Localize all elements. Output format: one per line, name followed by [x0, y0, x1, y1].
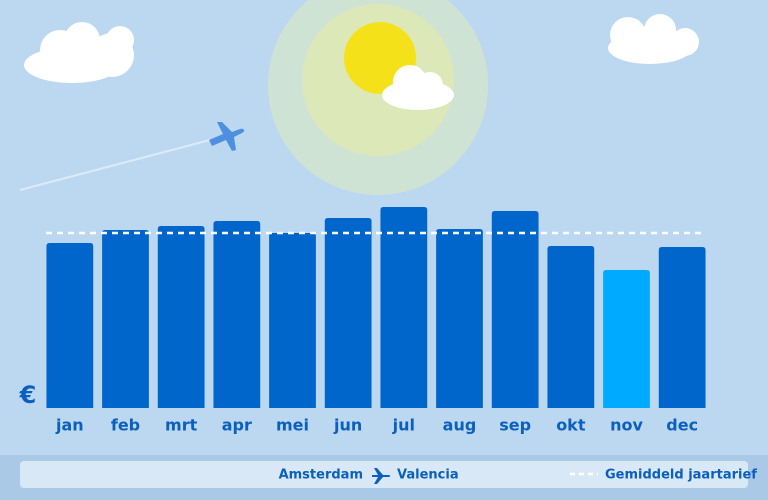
bar — [491, 211, 539, 408]
bar — [547, 246, 595, 408]
bar — [324, 218, 372, 408]
x-tick-label: jun — [333, 416, 362, 435]
bar — [658, 247, 706, 408]
x-tick-label: okt — [556, 416, 586, 435]
bar — [436, 229, 483, 408]
route-to: Valencia — [397, 468, 459, 483]
plane-icon — [209, 122, 245, 151]
x-tick-label: feb — [111, 416, 140, 435]
bar — [269, 233, 316, 408]
bar — [213, 221, 261, 408]
cloud — [24, 14, 699, 110]
sun — [268, 0, 488, 195]
bar — [46, 243, 94, 408]
x-tick-label: apr — [222, 416, 252, 435]
x-tick-label: mrt — [165, 416, 198, 435]
x-tick-label: mei — [276, 416, 309, 435]
bar — [157, 226, 205, 408]
legend-box — [20, 461, 748, 488]
x-tick-label: jul — [392, 416, 415, 435]
route-plane — [372, 468, 391, 484]
x-tick-label: sep — [499, 416, 531, 435]
x-tick-label: aug — [443, 416, 477, 435]
y-axis-label: € — [19, 381, 37, 409]
route-from: Amsterdam — [279, 468, 363, 483]
bar — [102, 230, 149, 408]
x-tick-label: jan — [55, 416, 84, 435]
x-tick-label: nov — [610, 416, 643, 435]
contrail — [19, 139, 211, 191]
legend-average: Gemiddeld jaartarief — [605, 468, 757, 483]
bar — [380, 207, 428, 408]
x-tick-label: dec — [666, 416, 698, 435]
bar — [603, 270, 650, 408]
